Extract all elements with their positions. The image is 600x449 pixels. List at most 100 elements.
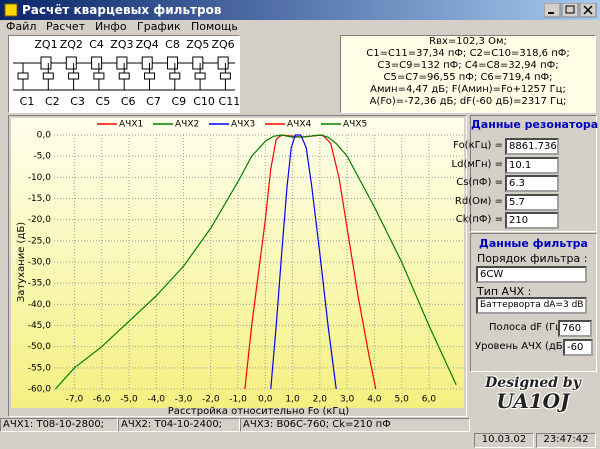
capacitor [219,72,231,80]
y-tick-label: -30,0 [28,258,52,268]
menu-item[interactable]: График [137,20,181,33]
component-label: ZQ2 [60,38,83,51]
legend-label: АЧХ2 [175,120,199,130]
field-input[interactable]: 210 [505,212,559,229]
x-tick-label: 3,0 [340,395,355,405]
branding: Designed by UA1OJ [470,375,596,415]
status-item: АЧХ2: T04-10-2400; [118,418,240,432]
x-tick-label: 2,0 [313,395,328,405]
app-icon [4,3,18,17]
info-line: C3=C9=132 пФ; C4=C8=32,94 пФ; [377,60,559,71]
status-item: АЧХ3: B06C-760; Ck=210 пФ [240,418,470,432]
x-tick-label: 6,0 [422,395,437,405]
y-tick-label: -10,0 [28,173,52,183]
x-tick-label: -7,0 [66,395,84,405]
field-label: Rd(Ом) = [454,195,503,207]
component-label: C2 [45,95,60,108]
component-label: C6 [121,95,136,108]
field-label: Cs(пФ) = [456,177,503,188]
component-label: C1 [20,95,35,108]
menu-item[interactable]: Инфо [95,20,127,33]
x-tick-label: -4,0 [147,395,165,405]
component-label: ZQ1 [34,38,57,51]
series-line [270,134,337,390]
status-bar: АЧХ1: T08-10-2800; АЧХ2: T04-10-2400; АЧХ3… [0,418,600,432]
group-title: Данные фильтра [479,237,588,250]
x-tick-label: -2,0 [202,395,220,405]
field-label: Fo(кГц) = [453,140,503,151]
component-label: C10 [193,95,215,108]
legend-label: АЧХ3 [231,120,255,130]
component [91,56,103,70]
info-line: C5=C7=96,55 пФ; C6=719,4 пФ; [383,72,553,83]
status-date: 10.03.02 [474,433,534,448]
capacitor [169,72,181,80]
y-tick-label: -5,0 [33,152,51,162]
series-line [54,134,457,390]
schematic-panel: ZQ1 ZQ2 C4 ZQ3 ZQ4 C8 ZQ5 ZQ6 C1 C2 C3 C5 C6 C7 C9 C10 C… [8,35,240,113]
component [65,56,77,70]
field-label: Уровень АЧХ (дБ) = [475,341,579,352]
y-tick-label: -20,0 [28,215,52,225]
y-tick-label: -45,0 [28,321,52,331]
x-tick-label: 4,0 [367,395,382,405]
component [192,56,204,70]
component-label: C9 [171,95,186,108]
menu-item[interactable]: Расчет [46,20,86,33]
y-tick-label: -55,0 [28,363,52,373]
component [40,56,52,70]
info-panel: Rвх=102,3 Ом; C1=C11=37,34 пФ; C2=C10=318… [340,35,596,113]
component-label: C7 [146,95,161,108]
field-input[interactable]: 5.7 [505,193,559,211]
schematic: ZQ1 ZQ2 C4 ZQ3 ZQ4 C8 ZQ5 ZQ6 C1 C2 C3 C5 C6 C7 C9 C10 C… [13,38,240,108]
resonator-group: Данные резонатора Fo(кГц) = 8861.736 Ld(мГ… [452,115,599,232]
title-bar: Расчёт кварцевых фильтров [0,0,600,20]
window-title: Расчёт кварцевых фильтров [22,3,222,17]
component [217,56,229,70]
x-tick-label: 5,0 [394,395,409,405]
component [167,56,178,70]
component-label: C8 [165,38,180,51]
menu-item[interactable]: Помощь [191,20,238,33]
status-item: АЧХ1: T08-10-2800; [0,418,118,432]
capacitor [68,72,80,80]
info-line: A(Fo)=-72,36 дБ; dF(-60 дБ)=2317 Гц; [369,96,567,107]
menu-item[interactable]: Файл [6,20,37,33]
field-input[interactable]: 8861.736 [505,138,559,155]
group-title: Данные резонатора [471,118,599,131]
legend-label: АЧХ4 [287,120,311,130]
x-tick-label: 0,0 [258,395,273,405]
x-tick-label: -6,0 [93,395,111,405]
field-input[interactable]: 10.1 [505,156,559,174]
order-select[interactable]: 6CW [476,266,587,283]
y-tick-label: -60,0 [28,385,52,395]
component [116,56,128,70]
branding-line: Designed by [485,375,581,391]
type-select[interactable]: Баттерворта dA=3 dB [476,297,587,314]
field-input[interactable]: 6.3 [505,175,559,192]
chart: 0,0 -5,0 -10,0 -15,0 -20,0 -25,0 -30,0 -35,0 -40… [11,118,464,417]
component-label: ZQ3 [110,38,133,51]
capacitor [144,72,155,80]
y-tick-label: -25,0 [28,236,52,246]
menu-bar: Файл Расчет Инфо График Помощь [0,20,600,34]
x-tick-label: 1,0 [285,395,300,405]
window-controls[interactable] [544,3,598,18]
capacitor [118,72,130,80]
capacitor [42,72,54,80]
component-label: ZQ5 [186,38,209,51]
component-label: C11 [219,95,239,108]
x-tick-label: -5,0 [120,395,138,405]
x-tick-label: -1,0 [229,395,247,405]
info-line: Амин=4,47 дБ; F(Амин)=Fo+1257 Гц; [370,84,566,95]
level-input[interactable]: -60 [563,339,593,356]
info-line: Rвх=102,3 Ом; [429,36,507,47]
filter-group: Данные фильтра Порядок фильтра : 6CW Тип… [470,233,597,372]
band-input[interactable]: 760 [558,320,592,337]
component-label: C4 [89,38,104,51]
field-label: Порядок фильтра : [477,252,588,265]
component-label: ZQ6 [211,38,234,51]
branding-line: UA1OJ [496,389,570,413]
field-label: Ck(пФ) = [455,214,503,225]
field-label: Полоса dF (Гц) = [489,322,578,333]
